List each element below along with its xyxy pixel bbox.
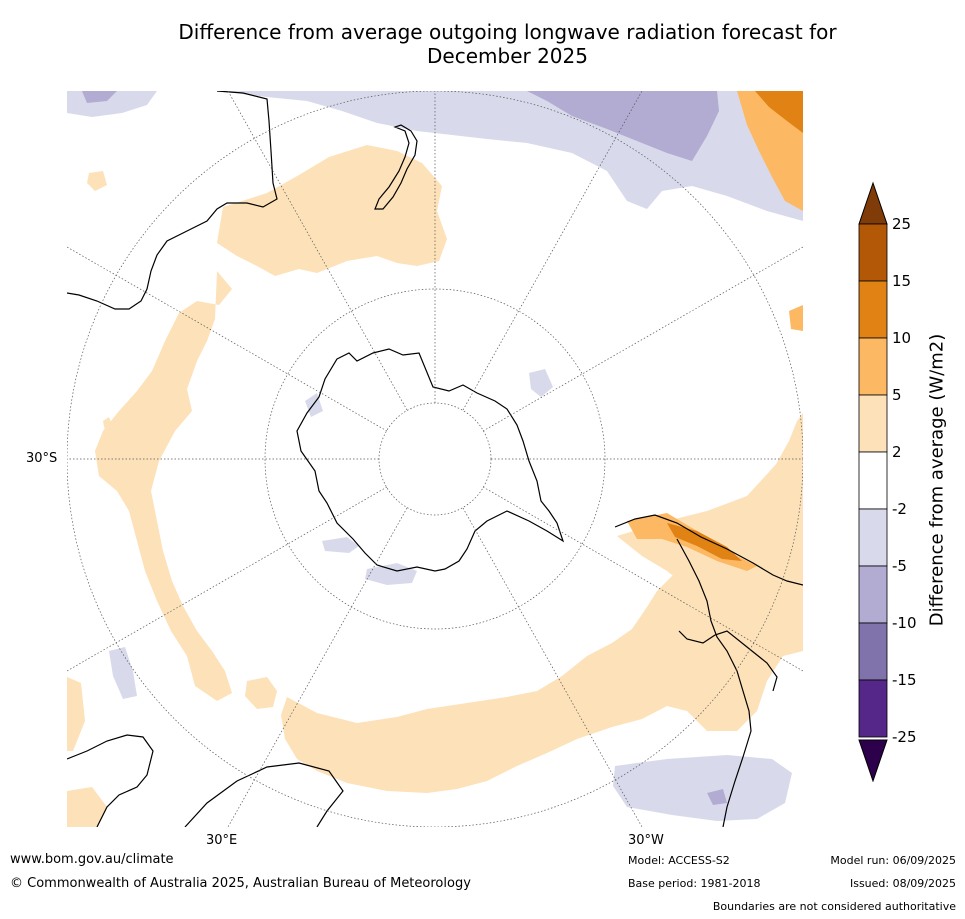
colorbar-box	[858, 394, 888, 453]
website-link[interactable]: www.bom.gov.au/climate	[10, 852, 174, 867]
longitude-label-30e: 30°E	[206, 833, 238, 848]
colorbar	[858, 181, 888, 782]
colorbar-box	[858, 337, 888, 396]
colorbar-box	[858, 508, 888, 567]
indian-ocean-positive-band	[95, 271, 232, 701]
top-left-positive	[87, 171, 107, 191]
polar-map	[67, 91, 803, 827]
south-america-south-tip	[678, 630, 778, 692]
colorbar-tick-label: 5	[892, 386, 902, 404]
coastlines	[67, 91, 803, 827]
south-america-coastline	[614, 514, 803, 586]
colorbar-box	[858, 280, 888, 339]
colorbar-tick-label: -2	[892, 500, 907, 518]
top-right-strong-positive	[755, 91, 803, 133]
colorbar-box	[858, 622, 888, 681]
top-right-moderate-positive	[737, 91, 803, 211]
new-zealand-coastline	[374, 124, 418, 210]
south-america-positive	[617, 413, 803, 596]
colorbar-box	[858, 679, 888, 738]
top-left-moderate-negative	[82, 91, 117, 103]
meridian-150e	[227, 91, 408, 411]
colorbar-tick-label: 25	[892, 215, 912, 233]
strong-positive-regions	[627, 91, 803, 571]
south-atlantic-negative	[613, 755, 792, 821]
positive-anomaly-regions	[67, 145, 803, 827]
colorbar-tick-label: 2	[892, 443, 902, 461]
colorbar-bottom-arrow	[858, 739, 888, 782]
colorbar-tick-label: -25	[892, 728, 917, 746]
south-atlantic-moderate-negative	[707, 789, 727, 805]
andes-strong-positive	[667, 523, 742, 561]
antarctic-coast-negative-2	[322, 537, 359, 553]
antarctic-coast-negative-1	[365, 563, 417, 585]
south-america-east-coast	[676, 538, 752, 827]
left-edge-positive	[67, 677, 85, 751]
colorbar-label: Difference from average (W/m2)	[926, 333, 948, 627]
antarctic-coast-negative-3	[305, 393, 323, 417]
chart-title: Difference from average outgoing longwav…	[0, 20, 965, 68]
base-period: Base period: 1981-2018	[628, 877, 761, 890]
colorbar-tick-label: 15	[892, 272, 912, 290]
negative-anomaly-regions	[67, 91, 803, 821]
graticule	[67, 91, 803, 827]
colorbar-top-arrow	[858, 181, 888, 225]
boundaries-disclaimer: Boundaries are not considered authoritat…	[712, 900, 956, 913]
colorbar-tick-label: 10	[892, 329, 912, 347]
meridian-30w	[462, 507, 643, 827]
meridian-150w	[462, 91, 643, 411]
bottom-left-positive	[67, 787, 107, 827]
meridian-30e	[227, 507, 408, 827]
issued-date: Issued: 08/09/2025	[849, 877, 956, 890]
ross-sea-negative	[529, 369, 553, 397]
copyright-text: © Commonwealth of Australia 2025, Austra…	[10, 876, 471, 891]
colorbar-tick-label: -5	[892, 557, 907, 575]
colorbar-box	[858, 223, 888, 282]
colorbar-boxes	[858, 223, 888, 738]
tasman-positive	[217, 145, 447, 276]
title-line-2: December 2025	[427, 44, 588, 68]
east-indian-positive-dots	[103, 417, 113, 431]
africa-coastline	[67, 734, 154, 827]
madagascar-coastline	[184, 762, 344, 827]
latitude-circle-60s	[264, 288, 606, 630]
colorbar-box	[858, 451, 888, 510]
latitude-label-30s: 30°S	[26, 451, 58, 466]
north-pacific-moderate-negative	[527, 91, 719, 161]
right-edge-moderate-positive	[789, 305, 803, 331]
south-pacific-positive-band	[281, 413, 803, 793]
indian-ocean-positive-patch	[245, 677, 277, 709]
title-line-1: Difference from average outgoing longwav…	[178, 20, 837, 44]
colorbar-box	[858, 565, 888, 624]
antarctica-coastline	[296, 348, 565, 572]
colorbar-tick-label: -10	[892, 614, 917, 632]
longitude-label-30w: 30°W	[628, 833, 664, 848]
colorbar-tick-label: -15	[892, 671, 917, 689]
australia-coastline	[67, 91, 278, 310]
map-panel[interactable]	[67, 91, 803, 827]
indian-ocean-negative	[109, 647, 137, 699]
model-run-date: Model run: 06/09/2025	[830, 854, 956, 867]
model-name: Model: ACCESS-S2	[628, 854, 730, 867]
